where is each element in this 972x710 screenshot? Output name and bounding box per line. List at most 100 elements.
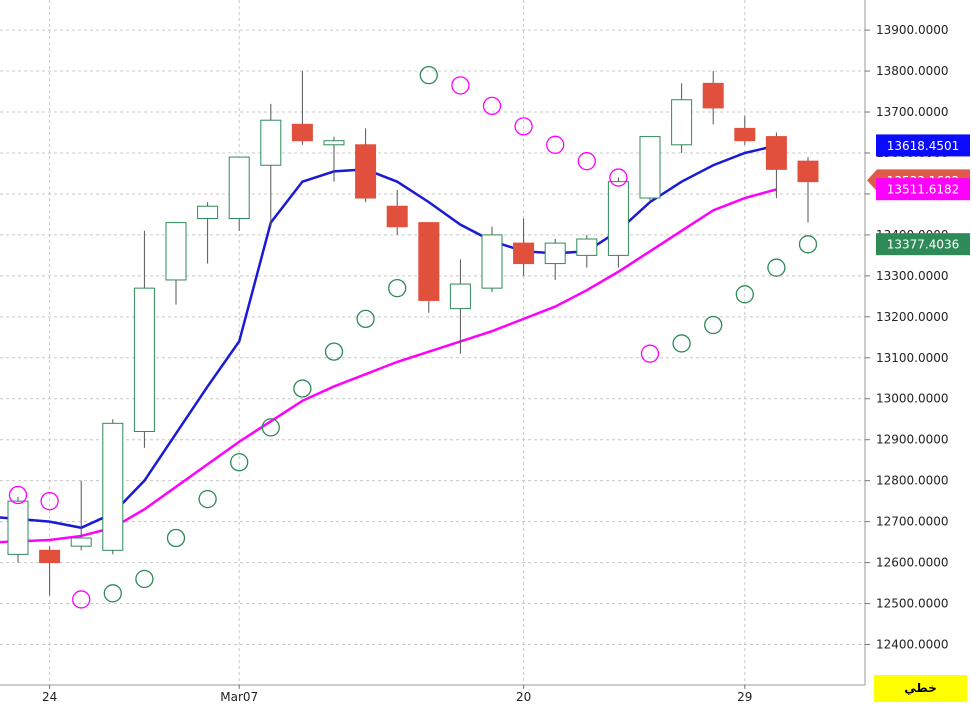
- sar-point: [324, 342, 344, 361]
- candle-body: [449, 283, 471, 310]
- candle-up: [197, 202, 219, 264]
- sar-point: [230, 453, 249, 472]
- y-tick-label: 13700.0000: [876, 105, 949, 119]
- candle-body: [797, 160, 819, 183]
- candle-up: [165, 222, 187, 305]
- candle-up: [607, 177, 629, 268]
- candle-down: [734, 116, 756, 145]
- sar-point: [577, 152, 596, 171]
- candle-body: [197, 205, 219, 220]
- sar-point: [735, 285, 754, 304]
- candle-up: [576, 234, 598, 268]
- candle-down: [291, 71, 313, 145]
- x-axis-panel: [0, 685, 865, 710]
- candle-body: [39, 549, 61, 564]
- y-tick-label: 13900.0000: [876, 23, 949, 37]
- candle-up: [133, 230, 155, 448]
- candle-body: [70, 537, 92, 547]
- price-tag: 13618.4501: [876, 134, 970, 157]
- price-tag-label: 13618.4501: [887, 139, 960, 153]
- sar-point: [514, 117, 533, 136]
- candle-body: [291, 123, 313, 142]
- sar-point: [261, 418, 280, 437]
- y-tick-label: 12500.0000: [876, 597, 949, 611]
- x-tick-label: Mar07: [220, 690, 258, 704]
- ma-slow-series: [0, 188, 777, 544]
- ma-slow-line: [0, 188, 777, 544]
- sar-point: [419, 66, 438, 85]
- candle-body: [7, 500, 29, 555]
- candle-down: [386, 189, 408, 235]
- sar-point: [798, 235, 818, 254]
- sar-point: [704, 315, 723, 335]
- sar-point: [166, 528, 186, 548]
- y-tick-label: 13100.0000: [876, 351, 949, 365]
- candle-body: [765, 136, 787, 170]
- y-tick-label: 12600.0000: [876, 556, 949, 570]
- candle-up: [449, 259, 471, 354]
- sar-point: [451, 76, 470, 95]
- candle-body: [323, 140, 345, 146]
- x-tick-label: 29: [737, 690, 752, 704]
- sar-point: [8, 485, 28, 505]
- price-tag: 13511.6182: [876, 178, 970, 201]
- candle-body: [165, 222, 187, 281]
- sar-point: [672, 334, 691, 353]
- candle-body: [544, 242, 566, 265]
- sar-point: [72, 590, 91, 609]
- candle-body: [386, 205, 408, 228]
- candle-down: [39, 546, 61, 596]
- x-tick-label: 24: [42, 690, 57, 704]
- candle-up: [7, 497, 29, 563]
- y-tick-label: 12800.0000: [876, 474, 949, 488]
- sar-point: [388, 278, 407, 298]
- candle-body: [734, 127, 756, 142]
- candle-body: [639, 136, 661, 199]
- sar-point: [103, 584, 122, 603]
- candle-up: [102, 419, 124, 555]
- candle-body: [418, 222, 440, 301]
- sar-point: [293, 379, 312, 398]
- candle-body: [133, 287, 155, 433]
- candle-up: [260, 103, 282, 227]
- candle-down: [765, 132, 787, 199]
- y-tick-label: 13300.0000: [876, 269, 949, 283]
- candle-up: [671, 83, 693, 153]
- sar-point: [767, 258, 786, 277]
- y-tick-label: 13000.0000: [876, 392, 949, 406]
- grid-lines: [0, 0, 865, 685]
- sar-point: [40, 491, 59, 511]
- candle-down: [418, 222, 440, 313]
- candle-up: [544, 238, 566, 280]
- candle-body: [513, 242, 535, 265]
- sar-point: [482, 96, 502, 116]
- sar-point: [356, 309, 375, 329]
- y-axis-tick-labels: 12400.0000 12500.0000 12600.0000 12700.0000…: [865, 23, 949, 652]
- y-tick-label: 12700.0000: [876, 515, 949, 529]
- x-axis-tick-labels: 24 Mar07 20 29: [42, 685, 752, 704]
- y-axis-panel: [865, 0, 972, 710]
- candle-up: [481, 226, 503, 293]
- price-tag-label: 13377.4036: [887, 238, 960, 252]
- sar-point: [640, 344, 660, 363]
- candle-down: [797, 157, 819, 223]
- price-tag-background: [876, 233, 970, 256]
- candle-body: [607, 181, 629, 256]
- candle-body: [228, 156, 250, 220]
- chart-type-label[interactable]: خطي: [874, 675, 967, 702]
- sar-point: [198, 489, 217, 509]
- candle-up: [228, 156, 250, 231]
- candle-down: [513, 218, 535, 276]
- candle-down: [702, 71, 724, 125]
- y-tick-label: 13800.0000: [876, 64, 949, 78]
- candle-body: [481, 234, 503, 289]
- y-tick-label: 12900.0000: [876, 433, 949, 447]
- candle-body: [260, 119, 282, 166]
- price-tag-background: [876, 134, 970, 157]
- y-tick-label: 13200.0000: [876, 310, 949, 324]
- candle-up: [639, 136, 661, 203]
- y-tick-label: 12400.0000: [876, 638, 949, 652]
